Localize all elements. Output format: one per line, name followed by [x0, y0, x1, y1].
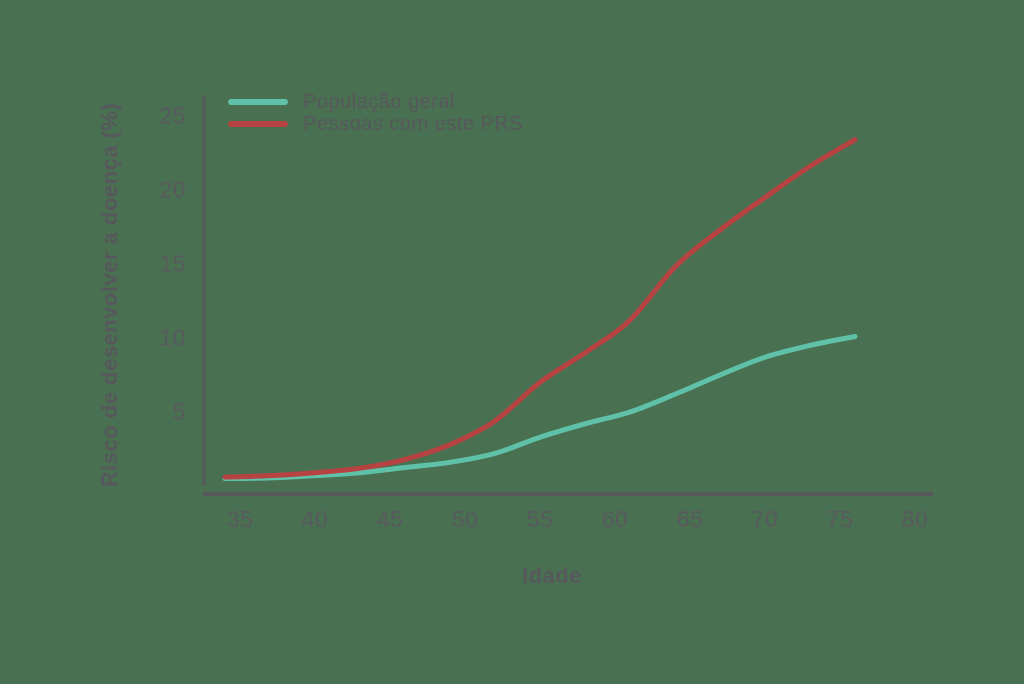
y-tick-label: 25 — [159, 102, 186, 129]
legend-label: Pessoas com este PRS — [303, 112, 524, 135]
series-line-populacao-geral — [222, 334, 858, 482]
y-tick-label: 20 — [159, 176, 186, 203]
x-tick-label: 65 — [676, 506, 704, 532]
legend-label: População geral — [303, 90, 456, 113]
legend-item: População geral — [228, 91, 523, 113]
y-tick-label: 10 — [159, 324, 186, 351]
legend-swatch — [228, 99, 288, 105]
x-tick-label: 80 — [901, 506, 929, 532]
series-line-pessoas-com-este-prs — [222, 137, 858, 480]
y-axis-title: Risco de desenvolver a doença (%) — [97, 102, 122, 488]
legend-swatch — [228, 121, 288, 127]
x-tick-label: 50 — [451, 506, 479, 532]
y-tick-label: 5 — [172, 398, 186, 425]
x-tick-label: 75 — [826, 506, 854, 532]
legend-item: Pessoas com este PRS — [228, 113, 523, 135]
x-tick-label: 40 — [301, 506, 329, 532]
x-axis-title: Idade — [522, 563, 582, 588]
x-tick-label: 70 — [751, 506, 779, 532]
x-tick-label: 55 — [526, 506, 554, 532]
x-tick-label: 35 — [226, 506, 254, 532]
x-tick-label: 60 — [601, 506, 629, 532]
x-tick-label: 45 — [376, 506, 404, 532]
legend: População geral Pessoas com este PRS — [228, 91, 523, 135]
y-tick-label: 15 — [159, 250, 186, 277]
